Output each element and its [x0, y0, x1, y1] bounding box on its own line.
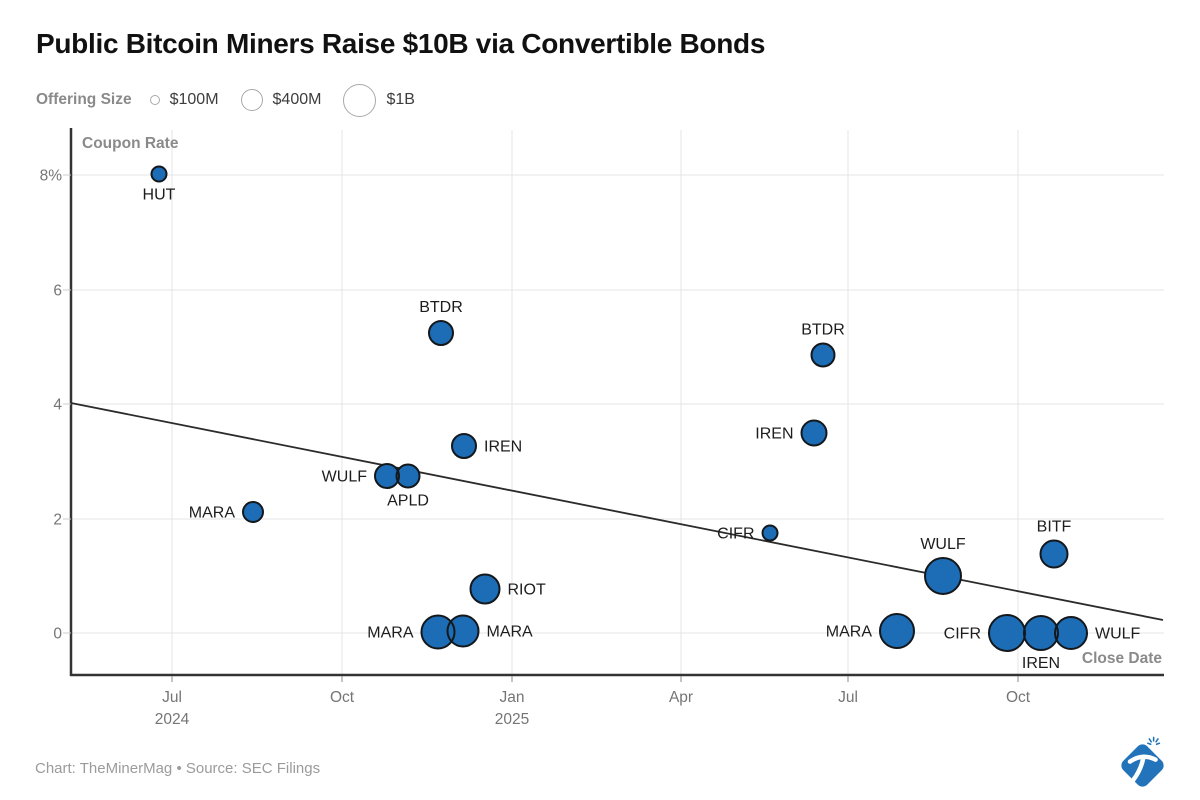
bubble-label-bitf: BITF: [1037, 519, 1072, 536]
bubble-wulf-fill: [375, 464, 399, 488]
bubble-mara-fill: [447, 615, 479, 647]
bubble-label-hut: HUT: [143, 187, 176, 204]
bubble-label-wulf: WULF: [322, 469, 368, 486]
bubble-mara[interactable]: [420, 614, 456, 650]
bubble-mara-fill: [421, 615, 455, 649]
bubble-mara[interactable]: [242, 501, 264, 523]
x-tick-label-year: 2024: [155, 711, 190, 728]
bubble-mara[interactable]: [446, 614, 480, 648]
logo-pickaxe-t: [1127, 754, 1158, 783]
bubble-label-mara: MARA: [189, 505, 236, 522]
bubble-iren-fill: [801, 420, 827, 446]
bubble-apld[interactable]: [395, 463, 421, 489]
size-legend-item-400m: $400M: [240, 89, 322, 111]
x-tick-label-month: Jul: [162, 689, 182, 706]
logo-sparkle-icon: [1147, 736, 1161, 745]
size-legend-item-1b: $1B: [343, 83, 415, 117]
bubble-cifr-fill: [762, 525, 778, 541]
bubble-cifr[interactable]: [761, 524, 779, 542]
bubble-hut-fill: [151, 166, 167, 182]
bubble-wulf-fill: [1055, 617, 1087, 649]
y-tick-label: 0: [53, 626, 62, 643]
bubble-mara-fill: [880, 614, 914, 648]
bubble-riot[interactable]: [469, 573, 501, 605]
size-legend-label-100m: $100M: [169, 91, 219, 108]
x-tick-label-month: Jul: [838, 689, 858, 706]
x-tick-label-month: Jan: [500, 689, 525, 706]
size-legend-title: Offering Size: [36, 91, 132, 108]
bubble-mara-fill: [243, 502, 263, 522]
bubble-label-cifr: CIFR: [717, 526, 754, 543]
bubble-label-iren: IREN: [484, 439, 522, 456]
bubble-apld-fill: [396, 464, 420, 488]
bubble-btdr-fill: [811, 343, 835, 367]
bubble-label-btdr: BTDR: [801, 322, 845, 339]
page-title: Public Bitcoin Miners Raise $10B via Con…: [36, 28, 766, 59]
theminermag-logo: [1114, 736, 1172, 794]
size-legend-label-1b: $1B: [386, 91, 415, 108]
y-tick-label: 4: [53, 397, 62, 414]
bubble-label-iren: IREN: [755, 426, 793, 443]
bubble-label-apld: APLD: [387, 493, 429, 510]
source-credit: Chart: TheMinerMag • Source: SEC Filings: [35, 760, 321, 777]
bubble-wulf[interactable]: [924, 557, 962, 595]
size-legend-item-100m: $100M: [149, 91, 219, 109]
bubble-riot-fill: [470, 574, 500, 604]
bubble-label-mara: MARA: [826, 624, 873, 641]
y-axis-title: Coupon Rate: [82, 135, 179, 152]
y-tick-label: 6: [53, 283, 62, 300]
x-tick-label-year: 2025: [495, 711, 529, 728]
bubble-label-cifr: CIFR: [944, 626, 981, 643]
bubble-mara[interactable]: [879, 613, 915, 649]
bubble-iren[interactable]: [800, 419, 828, 447]
x-tick-label-month: Apr: [669, 689, 693, 706]
bubble-iren[interactable]: [1023, 615, 1059, 651]
theminermag-logo-icon: [1121, 736, 1164, 787]
bubble-btdr[interactable]: [428, 320, 454, 346]
bubble-iren-fill: [452, 434, 476, 458]
bubble-label-iren: IREN: [1022, 655, 1060, 672]
bubble-bitf[interactable]: [1039, 539, 1069, 569]
size-legend-circle-400m-icon: [240, 89, 263, 111]
bubble-iren-fill: [1024, 616, 1058, 650]
size-legend-label-400m: $400M: [272, 91, 322, 108]
bubble-cifr-fill: [989, 615, 1025, 651]
x-axis-title: Close Date: [1082, 650, 1162, 667]
bubble-wulf[interactable]: [1054, 616, 1088, 650]
x-tick-label-month: Oct: [1006, 689, 1031, 706]
bubble-btdr-fill: [429, 321, 453, 345]
bubble-label-btdr: BTDR: [419, 299, 463, 316]
y-tick-label: 2: [53, 512, 62, 529]
size-legend: Offering Size $100M $400M $1B: [36, 80, 437, 120]
bubble-hut[interactable]: [150, 165, 168, 183]
bubble-label-mara: MARA: [367, 625, 414, 642]
size-legend-circle-100m-icon: [149, 95, 160, 105]
bubble-wulf-fill: [925, 558, 961, 594]
y-tick-label: 8%: [40, 168, 63, 185]
bubble-label-mara: MARA: [487, 624, 534, 641]
bubble-bitf-fill: [1040, 540, 1068, 568]
bubble-wulf[interactable]: [374, 463, 400, 489]
bubble-btdr[interactable]: [810, 342, 836, 368]
x-tick-label-month: Oct: [330, 689, 355, 706]
trend-line: [70, 402, 1164, 621]
bubble-label-riot: RIOT: [508, 582, 546, 599]
bubble-iren[interactable]: [451, 433, 477, 459]
bubble-label-wulf: WULF: [1095, 626, 1141, 643]
bubble-label-wulf: WULF: [920, 536, 966, 553]
size-legend-circle-1b-icon: [343, 83, 377, 117]
